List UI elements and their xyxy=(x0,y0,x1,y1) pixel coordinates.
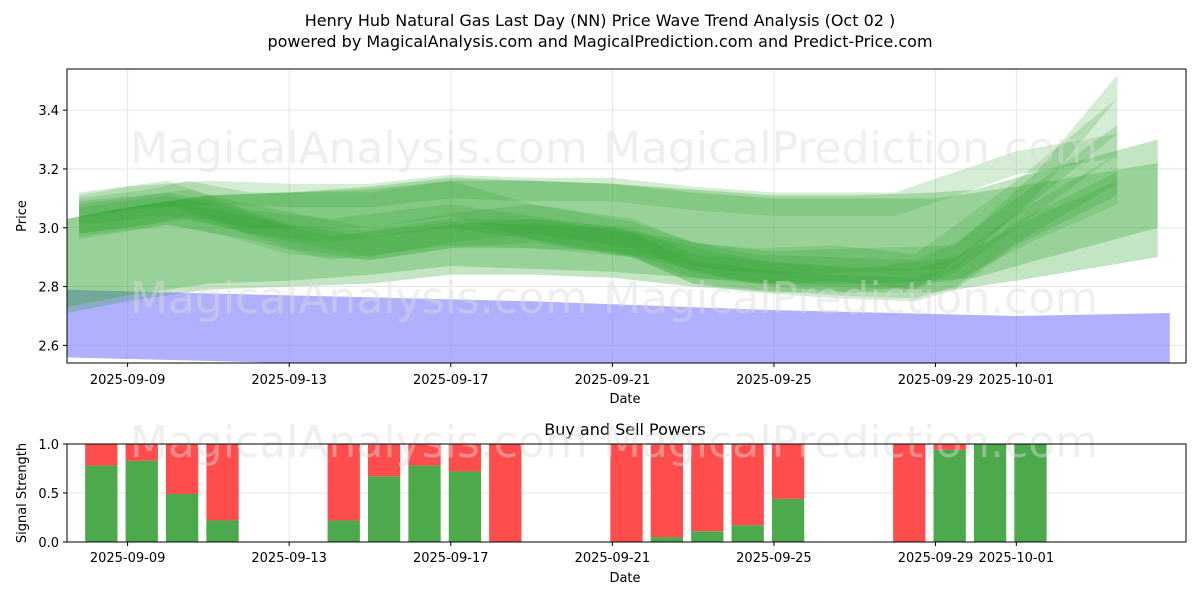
price-y-tick-label-0: 2.6 xyxy=(38,339,59,354)
price-x-tick-label-2: 2025-09-17 xyxy=(413,373,489,388)
sell-bar-2025-09-24 xyxy=(731,444,764,526)
sell-bar-2025-09-09 xyxy=(125,444,158,461)
sell-bar-2025-09-22 xyxy=(650,444,684,538)
signal-x-label: Date xyxy=(609,571,640,586)
buy-bar-2025-09-29 xyxy=(933,449,966,542)
sell-bar-2025-09-28 xyxy=(893,444,926,542)
price-chart-frame xyxy=(66,68,1187,364)
wave-band-2 xyxy=(79,154,1118,299)
signal-x-tick-label-1: 2025-09-13 xyxy=(251,551,327,566)
sell-bar-2025-09-08 xyxy=(85,444,118,466)
wave-band-0 xyxy=(79,98,1118,290)
signal-y-label: Signal Strength xyxy=(15,443,30,543)
signal-chart-title: Buy and Sell Powers xyxy=(544,420,706,439)
sell-bar-2025-09-14 xyxy=(327,444,360,521)
signal-bars xyxy=(85,444,1047,542)
sell-bar-2025-09-10 xyxy=(165,444,199,494)
buy-bar-2025-09-09 xyxy=(125,460,158,542)
watermark-prediction-top: MagicalPrediction.com xyxy=(603,123,1098,174)
signal-x-tick-label-6: 2025-10-01 xyxy=(979,551,1055,566)
watermark-prediction-mid: MagicalPrediction.com xyxy=(603,273,1098,324)
watermark-analysis-top: MagicalAnalysis.com xyxy=(130,123,588,174)
sell-bar-2025-09-18 xyxy=(489,444,522,542)
price-x-tick-label-4: 2025-09-25 xyxy=(736,373,812,388)
wave-trend-bands xyxy=(67,74,1158,313)
price-lower-band xyxy=(67,289,1170,363)
buy-bar-2025-09-23 xyxy=(691,531,724,542)
buy-bar-2025-09-30 xyxy=(973,444,1007,542)
buy-bar-2025-09-15 xyxy=(367,476,401,542)
price-y-label: Price xyxy=(15,200,30,232)
buy-bar-2025-09-17 xyxy=(448,471,482,542)
buy-bar-2025-10-01 xyxy=(1014,444,1047,542)
signal-x-tick-label-5: 2025-09-29 xyxy=(898,551,974,566)
watermark-prediction-bottom: MagicalPrediction.com xyxy=(603,417,1098,468)
buy-bar-2025-09-11 xyxy=(206,520,239,542)
price-x-ticks: 2025-09-09 2025-09-13 2025-09-17 2025-09-21… xyxy=(90,363,1054,388)
price-chart-grid xyxy=(67,69,1186,363)
signal-y-tick-label-2: 1.0 xyxy=(38,438,59,453)
buy-bar-2025-09-16 xyxy=(408,465,441,542)
sell-bar-2025-09-11 xyxy=(206,444,239,521)
signal-x-ticks: 2025-09-09 2025-09-13 2025-09-17 2025-09-21… xyxy=(90,542,1054,566)
wave-band-1 xyxy=(79,124,1118,290)
sell-bar-2025-09-15 xyxy=(367,444,401,477)
wave-band-6 xyxy=(79,133,1118,219)
wave-band-5 xyxy=(79,180,1118,293)
signal-chart: Buy and Sell Powers MagicalAnalysis.com … xyxy=(15,417,1187,586)
figure-title-line2: powered by MagicalAnalysis.com and Magic… xyxy=(267,32,932,51)
price-y-ticks: 2.6 2.8 3.0 3.2 3.4 xyxy=(38,104,67,354)
signal-y-tick-label-0: 0.0 xyxy=(38,536,59,551)
price-x-label: Date xyxy=(609,392,640,407)
buy-bar-2025-09-22 xyxy=(650,537,684,542)
price-y-tick-label-4: 3.4 xyxy=(38,104,59,119)
price-x-tick-label-1: 2025-09-13 xyxy=(251,373,327,388)
signal-x-tick-label-0: 2025-09-09 xyxy=(90,551,166,566)
buy-bar-2025-09-08 xyxy=(85,465,118,542)
wave-band-3 xyxy=(79,171,1118,302)
signal-x-tick-label-4: 2025-09-25 xyxy=(736,551,812,566)
price-x-tick-label-6: 2025-10-01 xyxy=(979,373,1055,388)
sell-bar-2025-09-25 xyxy=(771,444,805,499)
sell-bar-2025-09-17 xyxy=(448,444,482,472)
price-chart: MagicalAnalysis.com MagicalPrediction.co… xyxy=(15,68,1187,407)
signal-x-tick-label-2: 2025-09-17 xyxy=(413,551,489,566)
watermark-analysis-mid: MagicalAnalysis.com xyxy=(130,273,588,324)
signal-y-tick-label-1: 0.5 xyxy=(38,487,59,502)
signal-x-tick-label-3: 2025-09-21 xyxy=(575,551,651,566)
buy-bar-2025-09-14 xyxy=(327,520,360,542)
sell-bar-2025-09-29 xyxy=(933,444,966,450)
sell-bar-2025-09-21 xyxy=(610,444,643,542)
wave-band-4 xyxy=(79,74,1118,275)
price-y-tick-label-2: 3.0 xyxy=(38,222,59,237)
price-y-tick-label-3: 3.2 xyxy=(38,163,59,178)
watermark-analysis-bottom: MagicalAnalysis.com xyxy=(130,417,588,468)
buy-bar-2025-09-24 xyxy=(731,525,764,542)
wave-band-8 xyxy=(67,139,1158,308)
buy-bar-2025-09-25 xyxy=(771,498,805,542)
sell-bar-2025-09-16 xyxy=(408,444,441,466)
price-y-tick-label-1: 2.8 xyxy=(38,281,59,296)
sell-bar-2025-09-23 xyxy=(691,444,724,532)
price-x-tick-label-5: 2025-09-29 xyxy=(898,373,974,388)
figure-title-line1: Henry Hub Natural Gas Last Day (NN) Pric… xyxy=(305,11,896,30)
wave-band-7 xyxy=(67,163,1158,313)
buy-bar-2025-09-10 xyxy=(165,493,199,542)
signal-y-ticks: 0.0 0.5 1.0 xyxy=(38,438,67,551)
price-x-tick-label-3: 2025-09-21 xyxy=(575,373,651,388)
price-x-tick-label-0: 2025-09-09 xyxy=(90,373,166,388)
